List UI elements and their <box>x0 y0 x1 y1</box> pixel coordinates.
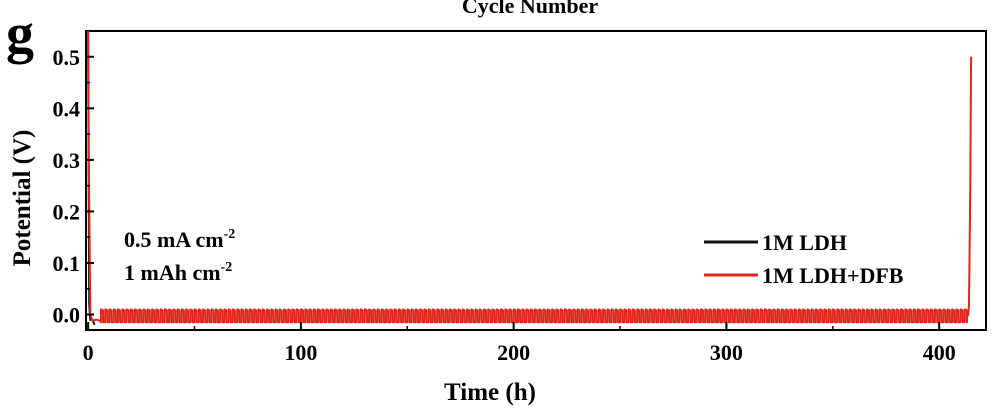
y-tick-label: 0.1 <box>53 251 81 276</box>
y-tick-label: 0.3 <box>53 148 81 173</box>
x-tick-label: 200 <box>497 340 530 365</box>
series-layer <box>87 30 973 326</box>
y-tick-label: 0.2 <box>53 199 81 224</box>
series-line-1m-ldh-dfb <box>87 30 973 324</box>
y-tick-label: 0.0 <box>53 303 81 328</box>
panel-letter: g <box>6 3 34 65</box>
y-tick-label: 0.4 <box>53 96 81 121</box>
top-clipped-label: Cycle Number <box>462 0 598 18</box>
legend-label-1m-ldh: 1M LDH <box>762 230 847 255</box>
current-density-annotation: 0.5 mA cm-2 <box>124 227 235 252</box>
y-tick-label: 0.5 <box>53 45 81 70</box>
condition-annotation: 0.5 mA cm-2 1 mAh cm-2 <box>124 227 235 285</box>
plot-frame <box>85 30 987 331</box>
x-tick-label: 300 <box>710 340 743 365</box>
x-axis-label: Time (h) <box>444 379 536 406</box>
legend-label-1m-ldh-dfb: 1M LDH+DFB <box>762 263 904 288</box>
x-tick-label: 400 <box>923 340 956 365</box>
y-axis-label: Potential (V) <box>9 130 36 267</box>
capacity-annotation: 1 mAh cm-2 <box>124 260 232 285</box>
x-tick-label: 100 <box>284 340 317 365</box>
legend: 1M LDH 1M LDH+DFB <box>704 230 904 288</box>
axis-ticks: 0 100 200 300 400 0.0 0.1 0.2 0.3 0.4 0.5 <box>53 45 956 365</box>
x-tick-label: 0 <box>83 340 94 365</box>
